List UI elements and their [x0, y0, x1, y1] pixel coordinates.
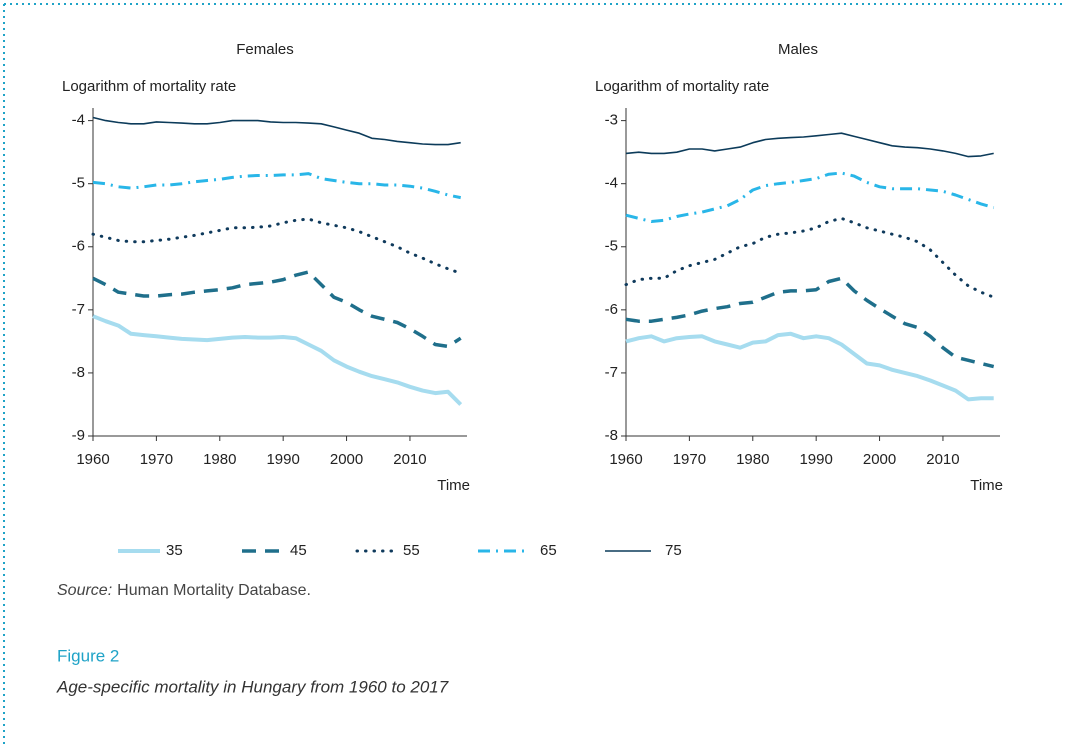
x-tick-label: 1990 [266, 451, 299, 468]
y-tick-label: -7 [72, 301, 85, 318]
y-tick-label: -8 [605, 427, 618, 444]
legend-label: 35 [166, 542, 183, 559]
series-line [625, 132, 994, 158]
x-axis-label: Time [437, 477, 470, 494]
series-line [91, 217, 463, 275]
x-tick-label: 2000 [330, 451, 363, 468]
legend-label: 55 [403, 542, 420, 559]
series-line [625, 331, 994, 402]
x-tick-label: 1960 [76, 451, 109, 468]
x-tick-label: 1970 [140, 451, 173, 468]
x-tick-label: 2010 [926, 451, 959, 468]
y-tick-label: -4 [72, 112, 85, 129]
y-axis-label: Logarithm of mortality rate [62, 78, 236, 95]
source: Source: Human Mortality Database. [57, 582, 311, 599]
y-tick-label: -5 [605, 238, 618, 255]
figure-label: Figure 2 [57, 646, 119, 665]
source-label: Source: [57, 582, 112, 599]
x-axis-label: Time [970, 477, 1003, 494]
y-tick-label: -4 [605, 175, 618, 192]
y-tick-label: -8 [72, 364, 85, 381]
x-tick-label: 1980 [203, 451, 236, 468]
x-tick-label: 1970 [673, 451, 706, 468]
legend-label: 45 [290, 542, 307, 559]
series-line [92, 172, 462, 200]
series-line [92, 270, 462, 349]
series-line [625, 276, 995, 369]
y-tick-label: -6 [72, 238, 85, 255]
series-line [92, 314, 463, 406]
y-tick-label: -7 [605, 364, 618, 381]
legend-label: 65 [540, 542, 557, 559]
y-tick-label: -3 [605, 112, 618, 129]
x-tick-label: 1980 [736, 451, 769, 468]
series-line [92, 116, 461, 146]
series-line [625, 171, 995, 223]
x-tick-label: 2000 [863, 451, 896, 468]
source-text: Human Mortality Database. [117, 582, 311, 599]
series-line [624, 216, 996, 299]
figure-caption: Age-specific mortality in Hungary from 1… [56, 677, 449, 696]
y-tick-label: -5 [72, 175, 85, 192]
y-tick-label: -9 [72, 427, 85, 444]
x-tick-label: 1960 [609, 451, 642, 468]
panel-title: Males [778, 41, 818, 58]
panel-title: Females [236, 41, 294, 58]
legend-label: 75 [665, 542, 682, 559]
x-tick-label: 2010 [393, 451, 426, 468]
y-tick-label: -6 [605, 301, 618, 318]
x-tick-label: 1990 [799, 451, 832, 468]
y-axis-label: Logarithm of mortality rate [595, 78, 769, 95]
